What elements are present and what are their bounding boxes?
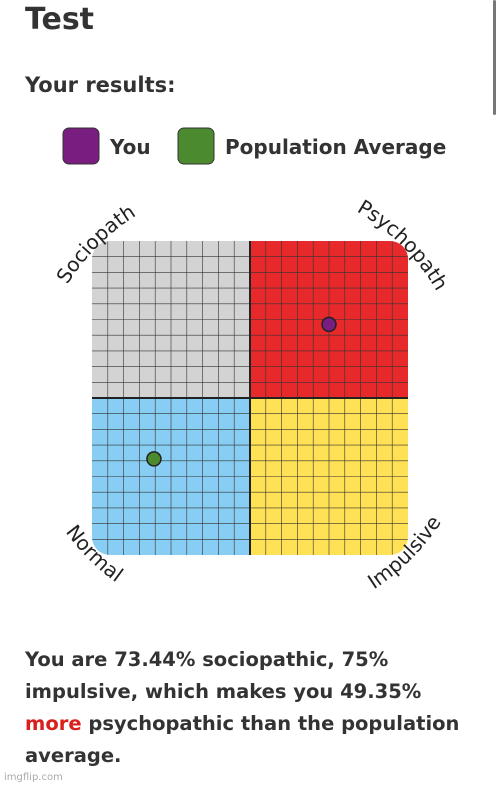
page-title: Test [25, 2, 95, 37]
legend-label: Population Average [225, 135, 446, 159]
scrollbar[interactable] [493, 0, 496, 115]
legend-swatch [62, 127, 100, 165]
result-text: You are 73.44% sociopathic, 75% impulsiv… [25, 644, 480, 772]
highlight: more [25, 712, 82, 735]
legend-swatch [177, 127, 215, 165]
subtitle: Your results: [25, 73, 176, 97]
data-point [146, 451, 162, 467]
result-text-part: You are 73.44% sociopathic, 75% impulsiv… [25, 648, 422, 703]
legend-label: You [109, 135, 151, 159]
result-text-part: psychopathic than the population average… [25, 712, 460, 767]
watermark: imgflip.com [4, 772, 63, 783]
plot-area [92, 241, 408, 555]
data-point [321, 316, 337, 333]
